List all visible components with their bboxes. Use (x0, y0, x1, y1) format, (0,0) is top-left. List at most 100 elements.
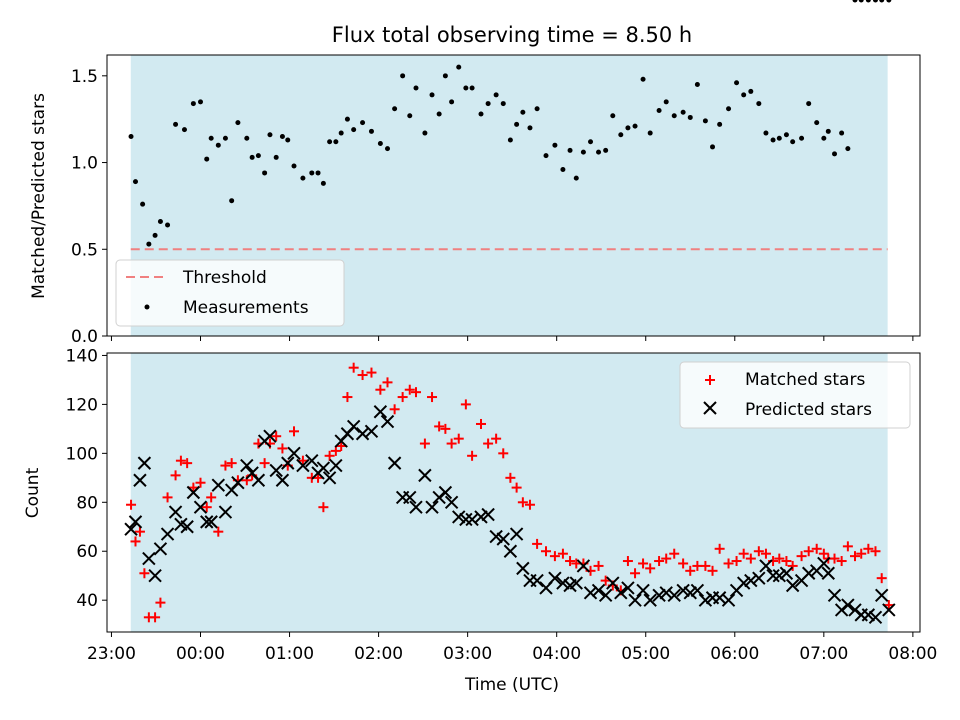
measurement-point (573, 175, 579, 181)
predicted-star-point (785, 578, 800, 593)
matched-star-point (557, 548, 568, 559)
matched-star-point (419, 438, 430, 449)
measurement-point (173, 121, 179, 127)
predicted-star-point (591, 583, 606, 598)
measurement-point (208, 135, 214, 141)
predicted-star-point (193, 500, 208, 514)
predicted-star-point (496, 532, 510, 546)
matched-star-point (375, 384, 386, 395)
legend-matched-swatch (705, 375, 715, 385)
measurement-point (520, 109, 526, 115)
predicted-star-point (583, 586, 598, 600)
measurement-point (146, 241, 152, 247)
measurement-point (320, 180, 326, 186)
predicted-star-point (409, 500, 423, 514)
measurement-point (249, 154, 255, 160)
measurement-point (407, 113, 413, 119)
matched-star-point (271, 431, 282, 442)
top-y-axis-label: Matched/Predicted stars (29, 93, 49, 299)
predicted-star-point (160, 527, 175, 541)
predicted-star-point (305, 453, 319, 468)
top-y-tick-label: 0.0 (71, 327, 98, 347)
predicted-star-point (614, 586, 628, 600)
legend-threshold-label: Threshold (182, 268, 267, 288)
measurement-point (392, 106, 398, 112)
matched-star-point (467, 450, 478, 461)
predicted-star-point (698, 593, 713, 607)
matched-stars-points (126, 362, 894, 623)
measurement-point (300, 175, 306, 181)
measurement-point (429, 92, 435, 98)
predicted-star-point (868, 610, 883, 625)
predicted-star-point (721, 593, 736, 607)
predicted-star-point (779, 566, 794, 580)
matched-star-point (818, 548, 829, 559)
bottom-panel-frame (106, 352, 921, 633)
top-legend: Threshold Measurements (115, 259, 345, 327)
matched-star-point (318, 502, 329, 513)
predicted-star-point (231, 476, 245, 490)
matched-star-point (213, 526, 224, 537)
predicted-star-point (548, 571, 562, 585)
predicted-star-point (882, 603, 896, 617)
matched-star-point (511, 482, 522, 493)
predicted-star-point (489, 529, 503, 544)
matched-star-point (162, 492, 173, 503)
predicted-star-point (380, 414, 395, 429)
measurement-point (478, 111, 484, 117)
measurement-point (309, 170, 315, 176)
top-y-tick-label: 1.0 (71, 154, 98, 174)
predicted-star-point (137, 456, 152, 470)
matched-star-point (863, 543, 874, 554)
measurement-point (229, 198, 235, 204)
predicted-star-point (636, 583, 650, 598)
measurement-point (702, 118, 708, 124)
predicted-star-point (459, 512, 473, 527)
matched-star-point (410, 387, 421, 398)
measurement-point (783, 132, 789, 138)
measurement-point (687, 114, 693, 120)
matched-star-point (404, 384, 415, 395)
measurement-point (279, 134, 285, 140)
measurement-point (285, 137, 291, 143)
bottom-y-tick-label: 100 (66, 444, 98, 464)
measurement-point (872, 0, 878, 3)
measurement-point (157, 219, 163, 225)
predicted-star-point (827, 588, 842, 602)
matched-star-point (753, 546, 764, 557)
measurement-point (799, 135, 805, 141)
matched-star-point (342, 392, 353, 403)
measurement-point (543, 153, 549, 159)
predicted-star-point (474, 510, 488, 524)
top-panel-frame (106, 54, 921, 337)
matched-star-point (288, 426, 299, 437)
measurement-point (821, 135, 827, 141)
measurement-point (140, 201, 146, 207)
matched-star-point (622, 556, 633, 567)
predicted-star-point (148, 569, 162, 583)
predicted-star-point (659, 586, 673, 600)
measurement-point (632, 123, 638, 129)
measurement-point (436, 111, 442, 117)
measurement-point (865, 0, 871, 3)
matched-star-point (630, 568, 641, 579)
matched-star-point (134, 526, 145, 537)
predicted-star-point (418, 468, 432, 483)
measurement-point (493, 92, 499, 98)
matched-star-point (738, 548, 749, 559)
predicted-stars-points (124, 405, 896, 625)
matched-star-point (397, 392, 408, 403)
predicted-star-point (263, 429, 277, 443)
predicted-star-point (296, 458, 310, 473)
matched-star-point (226, 458, 237, 469)
predicted-star-point (556, 576, 570, 590)
bottom-y-tick-label: 120 (66, 395, 98, 415)
matched-star-point (324, 450, 335, 461)
matched-star-point (297, 455, 308, 466)
matched-star-point (876, 573, 887, 584)
predicted-star-point (576, 559, 591, 573)
matched-star-point (532, 538, 543, 549)
predicted-star-point (269, 463, 283, 478)
predicted-star-point (683, 586, 697, 600)
bottom-legend: Matched stars Predicted stars (679, 361, 911, 429)
